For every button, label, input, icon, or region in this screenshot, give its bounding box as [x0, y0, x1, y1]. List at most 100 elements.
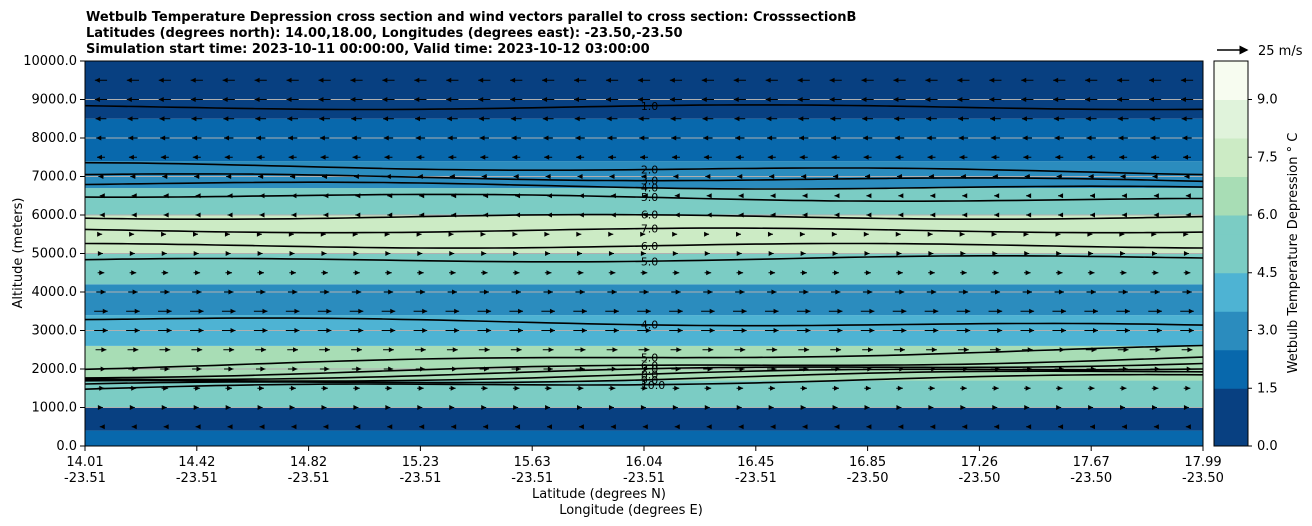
- wind-vector-head: [1121, 212, 1127, 218]
- wind-vector-head: [837, 328, 843, 333]
- wind-vector-head: [638, 116, 644, 122]
- wind-vector-head: [130, 174, 136, 179]
- wind-vector-head: [1117, 97, 1123, 102]
- wind-vector-head: [577, 174, 583, 179]
- wind-vector-head: [542, 77, 548, 83]
- wind-vector-head: [610, 270, 616, 276]
- wind-vector-head: [321, 405, 327, 410]
- title-line-3: Simulation start time: 2023-10-11 00:00:…: [86, 42, 650, 57]
- wind-vector-head: [418, 385, 424, 391]
- contour-label: 8.0: [641, 369, 659, 382]
- wind-vector-head: [127, 116, 133, 122]
- wind-vector-head: [324, 289, 330, 295]
- colorbar-segment: [1214, 118, 1248, 139]
- wind-vector-head: [1122, 289, 1128, 295]
- wind-vector-head: [415, 116, 420, 122]
- wind-vector-head: [256, 154, 262, 160]
- wind-vector-head: [1123, 347, 1129, 353]
- wind-vector-head: [802, 212, 808, 218]
- colorbar-segment: [1214, 388, 1248, 408]
- wind-vector-head: [1086, 135, 1092, 141]
- wind-vector-head: [931, 289, 937, 295]
- wind-vector-head: [1153, 385, 1159, 391]
- wind-vector-head: [901, 308, 907, 314]
- wind-vector-head: [607, 135, 613, 141]
- wind-vector-head: [865, 385, 871, 391]
- wind-vector-head: [672, 251, 678, 256]
- wind-vector-head: [356, 366, 362, 372]
- wind-vector-head: [606, 116, 612, 122]
- wind-vector-head: [770, 385, 776, 391]
- wind-vector-head: [675, 289, 681, 295]
- wind-vector-head: [226, 174, 232, 179]
- wind-vector-head: [544, 154, 550, 160]
- contour-line-9.0: [85, 370, 1203, 385]
- colorbar-segment: [1214, 215, 1248, 235]
- wind-vector-head: [351, 135, 357, 141]
- wind-vector-head: [230, 308, 236, 314]
- colorbar-segment: [1214, 330, 1248, 351]
- wind-vector-head: [229, 347, 235, 353]
- wind-vector-head: [992, 251, 998, 256]
- colorbar-segment: [1214, 99, 1248, 120]
- contour-lines: 10.09.08.07.06.05.04.05.06.07.06.05.04.0…: [85, 100, 1203, 392]
- wind-vector-head: [450, 385, 456, 391]
- x-tick-label-lon: -23.51: [399, 471, 441, 486]
- wind-vector-head: [482, 270, 488, 276]
- wind-vector-head: [1090, 366, 1096, 372]
- wind-vector-head: [927, 154, 933, 160]
- wind-vector-head: [608, 154, 614, 160]
- wind-vector-head: [992, 405, 998, 410]
- wind-vector-head: [321, 174, 327, 179]
- wind-vector-head: [545, 251, 551, 256]
- wind-vector-head: [1059, 347, 1065, 353]
- wind-vector-head: [452, 289, 458, 295]
- wind-vector-head: [577, 405, 583, 410]
- wind-vector-head: [257, 405, 263, 410]
- wind-vector-head: [192, 154, 198, 160]
- wind-vector-head: [1090, 212, 1095, 218]
- wind-vector-head: [258, 270, 264, 276]
- wind-vector-head: [318, 97, 324, 102]
- wind-vector-head: [198, 328, 204, 333]
- wind-vector-head: [1151, 405, 1157, 410]
- wind-vector-head: [417, 174, 423, 179]
- wind-vector-head: [452, 366, 458, 372]
- wind-vector-head: [291, 424, 297, 430]
- wind-vector-head: [546, 270, 552, 276]
- wind-vector-head: [897, 270, 903, 276]
- wind-vector-head: [864, 405, 870, 410]
- colorbar-tick-label: 1.5: [1257, 381, 1278, 396]
- wind-vector-head: [738, 385, 744, 391]
- wind-vector-head: [161, 251, 167, 256]
- wind-vector-head: [739, 366, 745, 372]
- wind-vector-head: [353, 251, 359, 256]
- wind-vector-head: [510, 97, 516, 102]
- x-tick-label-lat: 16.04: [625, 455, 662, 470]
- wind-vector-head: [896, 174, 902, 179]
- wind-vector-head: [927, 231, 933, 237]
- wind-vector-head: [450, 270, 456, 276]
- wind-vector-head: [643, 289, 649, 295]
- wind-vector-head: [1093, 308, 1098, 314]
- wind-vector-head: [254, 97, 260, 102]
- wind-vector-head: [674, 385, 680, 391]
- wind-vector-head: [576, 154, 582, 160]
- wind-vector-head: [383, 116, 389, 122]
- contour-label: 6.0: [641, 240, 659, 253]
- wind-vector-head: [132, 289, 138, 295]
- wind-vector-head: [420, 289, 426, 295]
- wind-vector-head: [353, 174, 359, 179]
- wind-vector-head: [1188, 328, 1194, 333]
- wind-vector-head: [224, 135, 230, 141]
- wind-vector-head: [549, 308, 555, 314]
- wind-vector-head: [960, 251, 966, 256]
- wind-vector-head: [486, 328, 492, 333]
- wind-vector-head: [669, 97, 675, 102]
- wind-vector-head: [963, 366, 969, 372]
- wind-vector-head: [994, 424, 1000, 430]
- wind-vector-head: [355, 424, 361, 430]
- wind-vector-head: [965, 328, 971, 333]
- wind-vector-head: [1029, 328, 1035, 333]
- wind-vector-head: [708, 347, 714, 353]
